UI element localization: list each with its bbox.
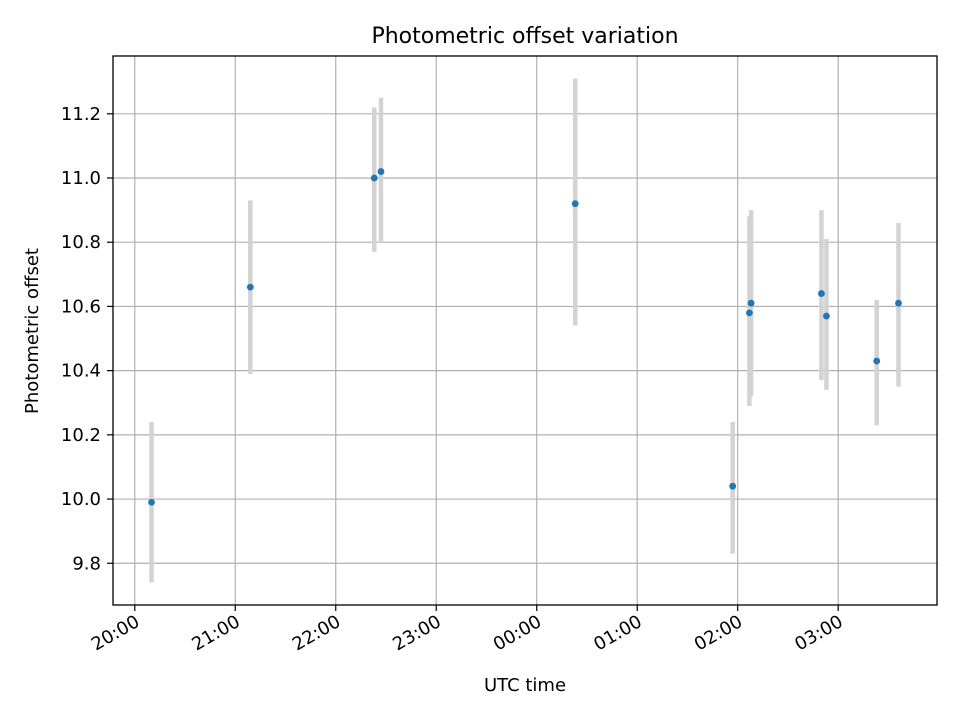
x-tick-label: 22:00 <box>289 611 344 655</box>
y-tick-label: 10.8 <box>61 232 101 253</box>
x-tick-label: 00:00 <box>490 611 545 655</box>
data-point <box>747 299 755 307</box>
x-tick-label: 21:00 <box>188 611 243 655</box>
error-bars <box>149 78 901 583</box>
y-tick-label: 10.4 <box>61 361 101 382</box>
y-tick-label: 11.2 <box>61 104 101 125</box>
x-axis-label: UTC time <box>484 675 566 696</box>
y-tick-label: 10.2 <box>61 425 101 446</box>
data-point <box>746 309 753 317</box>
data-point <box>370 174 378 182</box>
y-tick-label: 9.8 <box>72 553 101 574</box>
data-point <box>895 299 902 307</box>
ticks: 20:00 21:00 22:00 23:00 00:00 01:00 02:00 03:00… <box>61 104 847 655</box>
y-tick-label: 11.0 <box>61 168 101 189</box>
y-tick-label: 10.6 <box>61 296 101 317</box>
data-point <box>729 482 737 490</box>
data-points <box>148 168 902 506</box>
y-tick-label: 10.0 <box>61 489 101 510</box>
data-point <box>148 498 155 506</box>
plot-frame <box>112 55 938 606</box>
data-point <box>246 283 254 291</box>
x-tick-label: 20:00 <box>88 611 143 655</box>
grid <box>113 56 937 605</box>
x-tick-label: 23:00 <box>389 611 444 655</box>
chart-title: Photometric offset variation <box>371 24 678 49</box>
data-point <box>571 200 579 208</box>
data-point <box>818 290 825 297</box>
y-axis-label: Photometric offset <box>22 248 43 414</box>
x-tick-label: 03:00 <box>791 611 846 655</box>
x-tick-label: 01:00 <box>590 611 645 655</box>
x-tick-label: 02:00 <box>691 611 746 655</box>
data-point <box>823 312 830 320</box>
data-point <box>377 168 385 175</box>
data-point <box>873 357 881 365</box>
